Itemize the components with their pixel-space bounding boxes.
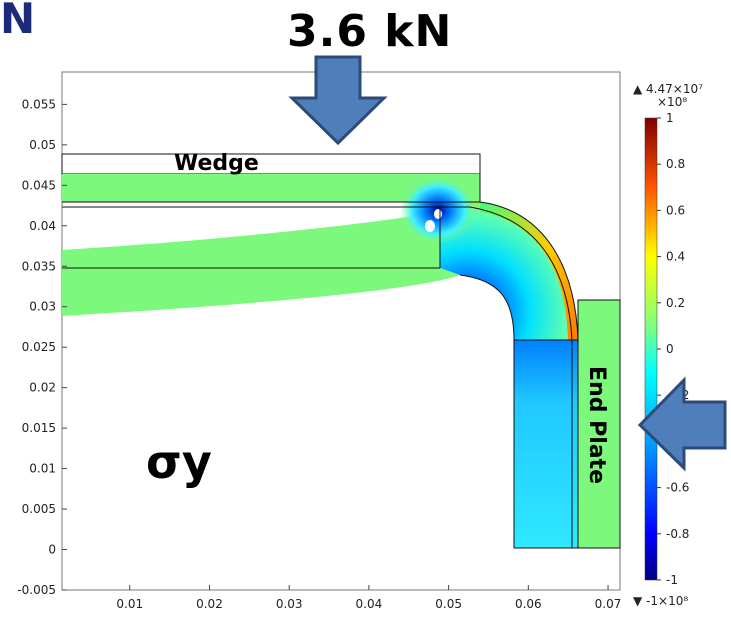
- colorbar: [644, 117, 658, 581]
- x-tick-label: 0.04: [356, 597, 383, 611]
- colorbar-max-marker: ▲ 4.47×10⁷: [633, 82, 703, 96]
- colorbar-ticks: 10.80.60.40.20-0.2-0.4-0.6-0.8-1: [657, 111, 689, 587]
- stress-component-label: σy: [146, 435, 212, 489]
- y-tick-label: 0.04: [29, 219, 56, 233]
- colorbar-tick-label: 0: [666, 342, 674, 356]
- hole-2: [434, 209, 442, 219]
- lower-strip-bottom: [62, 268, 460, 316]
- wedge-label: Wedge: [174, 151, 259, 176]
- y-tick-label: 0.05: [29, 138, 56, 152]
- x-axis: 0.01 0.02 0.03 0.04 0.05 0.06 0.07: [116, 585, 621, 611]
- y-tick-label: 0.015: [22, 421, 56, 435]
- x-tick-label: 0.01: [116, 597, 143, 611]
- colorbar-tick-label: 1: [666, 111, 674, 125]
- y-tick-label: 0.02: [29, 381, 56, 395]
- colorbar-multiplier: ×10⁸: [657, 95, 687, 109]
- colorbar-tick-label: 0.4: [666, 250, 685, 264]
- wedge-body: [61, 153, 481, 175]
- y-tick-label: -0.005: [17, 583, 56, 597]
- force-label-top: 3.6 kN: [287, 6, 453, 57]
- y-tick-label: 0.045: [22, 178, 56, 192]
- y-tick-label: 0.035: [22, 259, 56, 273]
- lower-strip-top: [62, 212, 440, 268]
- colorbar-tick-label: -1: [666, 573, 678, 587]
- bend-outer-edge: [480, 202, 578, 340]
- colorbar-tick-label: 0.2: [666, 296, 685, 310]
- down-arrow-icon: [288, 55, 388, 146]
- boundary-lines: [62, 154, 620, 549]
- vertical-leg: [514, 340, 578, 548]
- left-arrow-icon: [637, 376, 727, 472]
- x-tick-label: 0.02: [196, 597, 223, 611]
- y-tick-label: 0.025: [22, 340, 56, 354]
- x-tick-label: 0.07: [595, 597, 622, 611]
- x-tick-label: 0.05: [435, 597, 462, 611]
- y-tick-label: 0.055: [22, 97, 56, 111]
- y-tick-label: 0.01: [29, 462, 56, 476]
- colorbar-tick-label: -0.6: [666, 481, 689, 495]
- y-tick-label: 0.03: [29, 300, 56, 314]
- colorbar-tick-label: -0.8: [666, 527, 689, 541]
- hole-1: [425, 220, 435, 232]
- y-tick-label: 0.005: [22, 502, 56, 516]
- y-tick-label: 0: [48, 543, 56, 557]
- y-axis: 0.055 0.05 0.045 0.04 0.035 0.03 0.025 0.02 0.01…: [17, 97, 67, 597]
- colorbar-tick-label: 0.8: [666, 157, 685, 171]
- end-plate-label: End Plate: [584, 366, 609, 484]
- colorbar-min-marker: ▼ -1×10⁸: [633, 594, 688, 608]
- end-plate-body: [577, 299, 621, 549]
- x-tick-label: 0.03: [276, 597, 303, 611]
- corner-logo-text: N: [0, 0, 36, 43]
- x-tick-label: 0.06: [515, 597, 542, 611]
- colorbar-tick-label: 0.6: [666, 203, 685, 217]
